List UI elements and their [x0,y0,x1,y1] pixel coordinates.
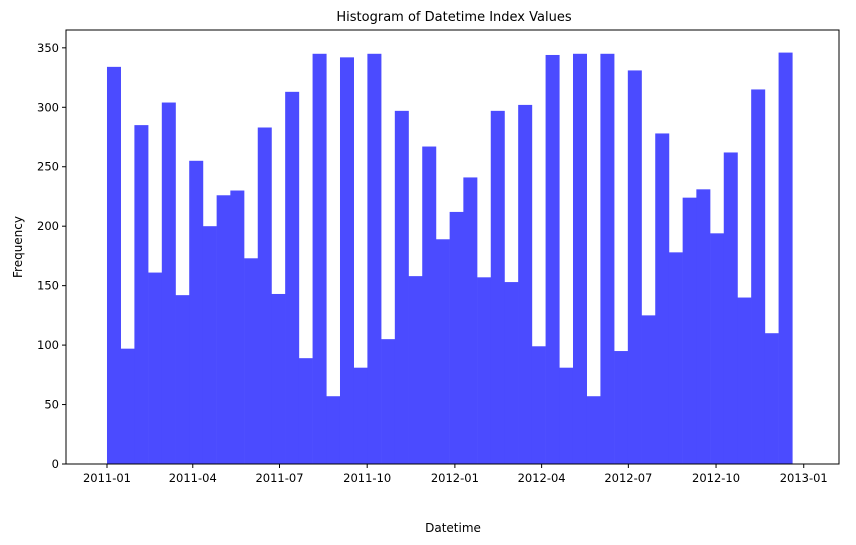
histogram-bar [737,297,752,464]
x-tick-label: 2011-04 [169,471,217,485]
histogram-bar [271,293,286,464]
plot-frame [65,29,840,465]
histogram-bar [586,396,601,464]
y-tick-label: 100 [37,338,59,352]
histogram-bar [230,190,245,464]
histogram-bar [106,66,121,464]
x-axis-label: Datetime [425,521,481,535]
histogram-bar [518,104,533,464]
histogram-bar [120,348,135,464]
histogram-bar [545,54,560,465]
histogram-bar [572,53,588,464]
x-tick-label: 2011-10 [343,471,391,485]
y-tick-label: 300 [37,100,59,114]
histogram-bar [408,276,423,464]
histogram-bar [175,295,190,464]
histogram-bar [148,272,163,464]
histogram-bar [751,89,766,464]
y-tick-label: 250 [37,160,59,174]
histogram-bar [161,102,176,465]
histogram-bar [477,277,492,464]
y-tick-label: 350 [37,41,59,55]
histogram-bar [655,133,670,464]
histogram-bar [189,160,204,464]
histogram-bar [778,52,793,464]
histogram-bar [312,53,327,464]
chart-title: Histogram of Datetime Index Values [336,10,571,25]
histogram-bar [326,396,341,464]
histogram-bar [559,367,574,464]
histogram-bar [627,70,642,464]
histogram-bar [435,239,450,464]
x-tick-label: 2013-01 [780,471,828,485]
histogram-bar [614,351,629,464]
histogram-bar [504,282,519,464]
histogram-bar [463,177,478,464]
histogram-bar [367,53,382,464]
x-tick-label: 2011-01 [83,471,131,485]
y-tick-label: 150 [37,279,59,293]
y-tick-label: 200 [37,219,59,233]
histogram-bar [490,110,505,464]
histogram-bar [134,125,149,464]
histogram-bar [381,339,396,464]
bars-group [106,52,793,465]
histogram-bar [244,258,259,464]
histogram-bar [696,189,711,464]
histogram-bar [394,110,409,464]
histogram-bar [682,197,697,465]
y-axis-ticks: 0 50 100 150 200 250 300 350 [37,41,66,471]
x-tick-label: 2012-10 [692,471,740,485]
histogram-bar [298,358,313,464]
histogram-bar [285,91,300,464]
histogram-bar [449,211,464,464]
x-tick-label: 2012-01 [431,471,479,485]
y-axis-label: Frequency [11,216,25,278]
histogram-bar [216,195,231,464]
histogram-bar [641,315,656,464]
x-axis-ticks: 2011-01 2011-04 2011-07 2011-10 2012-01 2012-… [83,464,828,485]
x-tick-label: 2011-07 [255,471,303,485]
histogram-bar [600,53,615,464]
y-tick-label: 50 [44,398,59,412]
y-tick-label: 0 [52,457,59,471]
x-tick-label: 2012-07 [604,471,652,485]
histogram-bar [422,146,437,464]
x-tick-label: 2012-04 [518,471,566,485]
histogram-bar [202,226,217,464]
histogram-bar [764,333,779,464]
histogram-bar [339,57,354,464]
histogram-bar [257,127,272,464]
histogram-bar [353,367,368,464]
histogram-bar [710,233,725,464]
histogram-bar [668,252,683,464]
histogram-bar [723,152,738,464]
histogram-bar [531,346,546,464]
